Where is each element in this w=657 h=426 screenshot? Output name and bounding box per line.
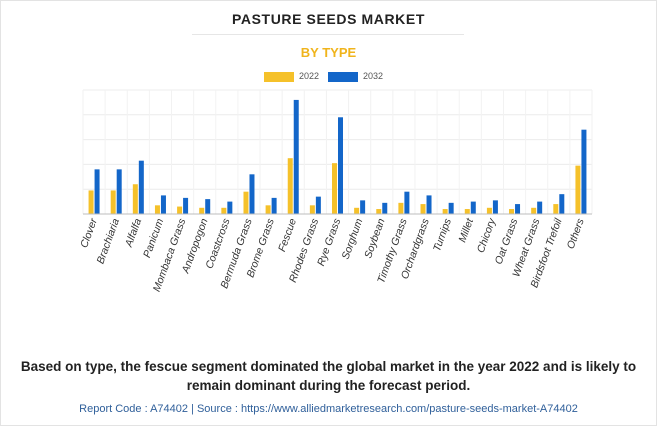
bar-2022-alfalfa [132,184,138,214]
bar-2022-rye-grass [332,163,337,214]
bar-2032-chicory [492,200,498,214]
x-tick-label: Soybean [362,217,388,260]
bar-2032-millet [470,201,476,214]
chart-subtitle: BY TYPE [300,45,357,60]
bar-2022-soybean [376,209,382,214]
x-tick-label: Fescue [276,217,299,254]
bar-2032-sorghum [360,200,366,214]
legend: 2022 2032 [0,70,657,84]
x-tick-label: Chicory [475,216,499,254]
x-tick-label: Alfalfa [123,217,145,250]
bar-2022-brome-grass [265,205,271,214]
bar-2032-fescue [293,99,299,214]
x-tick-label: Panicum [141,217,166,260]
x-tick-label: Millet [456,216,476,244]
bar-2022-birdsfoot-trefoil [553,204,559,214]
bar-2032-turnips [448,202,454,214]
bar-2032-alfalfa [138,160,144,214]
legend-swatch-2032 [328,72,358,82]
bar-2032-rye-grass [338,117,343,214]
bar-2032-timothy-grass [404,191,410,214]
legend-label-2032: 2032 [363,71,384,81]
x-tick-label: Others [565,216,587,250]
bar-2032-others [581,129,587,214]
caption: Based on type, the fescue segment domina… [20,359,637,393]
bar-2022-brachiaria [110,190,116,214]
bar-2032-clover [94,169,100,214]
bar-2022-timothy-grass [398,202,404,214]
bar-2022-rhodes-grass [309,205,315,214]
bar-2022-turnips [442,209,448,214]
chart-title: PASTURE SEEDS MARKET [232,11,425,27]
bar-2032-wheat-grass [537,201,543,214]
bar-2032-soybean [382,202,388,214]
bar-2022-fescue [287,158,293,214]
bar-2032-brachiaria [116,169,122,214]
bar-2022-panicum [154,205,160,214]
bar-2032-rhodes-grass [315,196,321,214]
bar-2022-sorghum [354,207,360,214]
bar-2032-oat-grass [515,204,521,214]
bar-2022-coastcross [221,207,227,214]
bar-2022-wheat-grass [531,207,537,214]
bar-2032-andropogon [205,199,211,214]
bar-2022-bermuda-grass [243,191,249,214]
bar-2022-clover [88,190,94,214]
bar-2022-oat-grass [509,209,515,214]
source-line: Report Code : A74402 | Source : https://… [79,403,578,415]
title-divider [192,34,464,35]
bar-2022-millet [464,209,470,214]
bar-2032-bermuda-grass [249,174,255,214]
x-tick-label: Turnips [431,216,454,253]
bar-2032-brome-grass [271,197,277,214]
bar-2032-mombaca-grass [183,197,189,214]
bar-2022-chicory [486,207,492,214]
bar-2022-orchardgrass [420,204,426,214]
legend-swatch-2022 [264,72,294,82]
x-tick-label: Clover [78,216,100,249]
legend-label-2022: 2022 [299,71,320,81]
bar-2022-mombaca-grass [177,206,183,214]
bar-2032-coastcross [227,201,233,214]
bar-2032-birdsfoot-trefoil [559,194,565,214]
bar-2022-andropogon [199,207,205,214]
bar-2032-panicum [160,195,166,214]
bar-2032-orchardgrass [426,195,432,214]
bar-2022-others [575,165,581,214]
